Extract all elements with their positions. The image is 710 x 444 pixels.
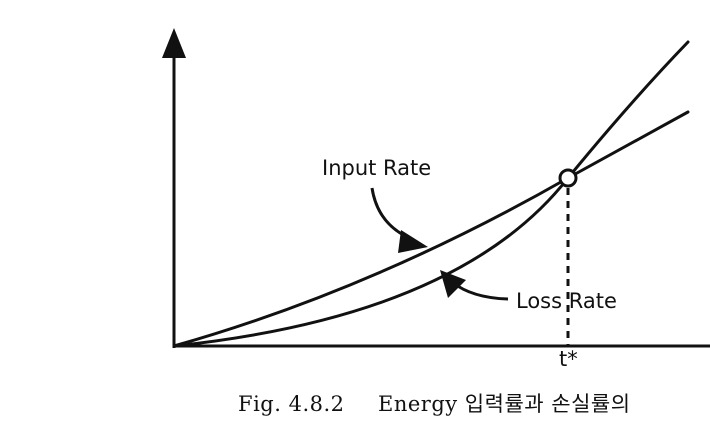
y-axis-arrowhead: [162, 28, 186, 58]
loss-rate-label: Loss Rate: [516, 289, 617, 313]
loss-rate-arrowhead-icon: [440, 270, 466, 298]
input-rate-pointer: [370, 187, 415, 242]
input-rate-arrowhead-icon: [398, 230, 428, 253]
figure-caption-text: Energy 입력률과 손실률의: [378, 392, 631, 416]
intersection-marker: [558, 168, 578, 188]
input-rate-curve: [172, 110, 690, 348]
figure-number: Fig. 4.8.2: [238, 392, 345, 416]
input-rate-label: Input Rate: [322, 156, 431, 180]
t-star-label: t*: [559, 347, 578, 371]
loss-rate-curve: [172, 40, 690, 348]
